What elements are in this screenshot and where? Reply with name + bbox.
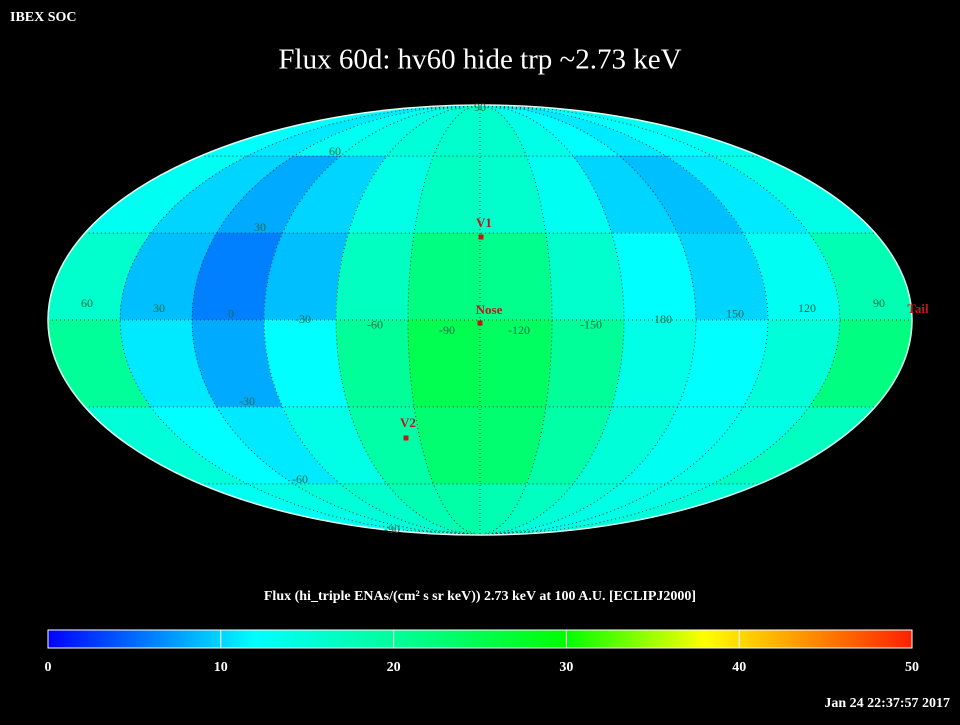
marker-label: V2 <box>400 415 416 430</box>
meridian <box>263 104 481 536</box>
flux-cell <box>545 319 625 408</box>
meridian <box>119 104 481 536</box>
colorbar-tick-label: 50 <box>905 660 919 675</box>
timestamp: Jan 24 22:37:57 2017 <box>824 696 950 711</box>
longitude-label: -90 <box>439 323 455 337</box>
map-cells <box>47 104 913 536</box>
grid-labels: 60 30 0 -30 -60 -90 -120 -150 180 150 120 90 90 60 30 -… <box>81 100 929 536</box>
site-label: IBEX SOC <box>10 10 77 25</box>
latitude-label: -30 <box>239 394 255 408</box>
flux-cell <box>407 232 481 321</box>
colorbar-tick-label: 10 <box>214 660 228 675</box>
map-border <box>47 104 913 536</box>
marker-label: V1 <box>476 215 492 230</box>
colorbar-tick-label: 0 <box>45 660 52 675</box>
colorbar-tick-label: 30 <box>559 660 573 675</box>
marker-dot <box>403 435 409 441</box>
colorbar <box>47 629 913 649</box>
longitude-label: -150 <box>580 318 602 332</box>
graticule <box>48 104 912 536</box>
marker-dot <box>478 234 484 240</box>
longitude-label: -120 <box>508 323 530 337</box>
longitude-label: 0 <box>228 307 234 321</box>
title: Flux 60d: hv60 hide trp ~2.73 keV <box>278 44 681 76</box>
longitude-label: -60 <box>367 318 383 332</box>
longitude-label: 60 <box>81 296 93 310</box>
longitude-label: 180 <box>654 312 672 326</box>
colorbar-ticks: 0 10 20 30 40 50 <box>45 630 919 675</box>
marker-label: Nose <box>476 302 503 317</box>
meridian <box>479 104 697 536</box>
flux-cell <box>545 232 625 321</box>
meridian <box>479 104 553 536</box>
latitude-label: 90 <box>474 100 486 114</box>
longitude-label: 150 <box>726 307 744 321</box>
flux-cell <box>335 319 415 408</box>
colorbar-tick-label: 40 <box>732 660 746 675</box>
flux-cell <box>335 232 415 321</box>
longitude-label: 120 <box>798 301 816 315</box>
colorbar-label: Flux (hi_triple ENAs/(cm² s sr keV)) 2.7… <box>264 589 696 604</box>
longitude-label: 30 <box>153 301 165 315</box>
marker-label: Tail <box>907 301 929 316</box>
longitude-label: -30 <box>295 312 311 326</box>
latitude-label: -90 <box>384 522 400 536</box>
colorbar-tick-label: 20 <box>387 660 401 675</box>
latitude-label: -60 <box>292 472 308 486</box>
longitude-label: 90 <box>873 296 885 310</box>
latitude-label: 30 <box>254 220 266 234</box>
latitude-label: 60 <box>329 144 341 158</box>
marker-dot <box>477 320 483 326</box>
